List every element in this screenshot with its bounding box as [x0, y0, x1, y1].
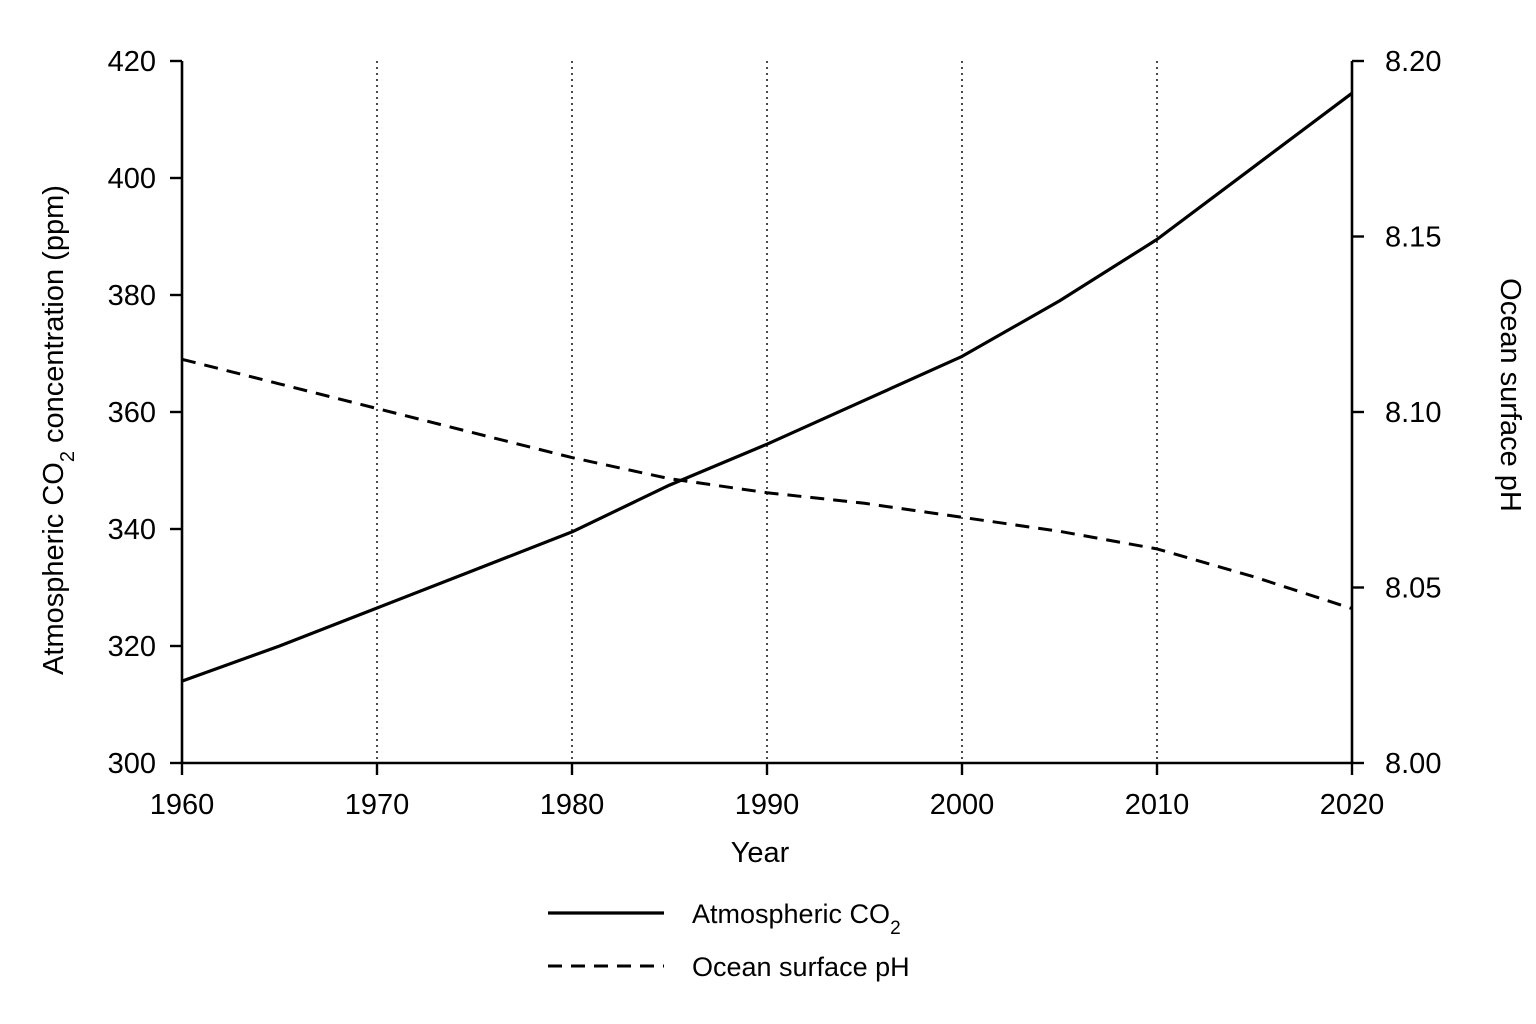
- y-left-tick-label: 320: [108, 631, 156, 663]
- x-tick-label: 2000: [930, 789, 995, 821]
- y-right-tick-label: 8.15: [1385, 222, 1441, 254]
- y-left-tick-label: 380: [108, 280, 156, 312]
- x-axis-title: Year: [731, 837, 790, 869]
- x-tick-label: 2010: [1125, 789, 1190, 821]
- y-right-tick-label: 8.10: [1385, 397, 1441, 429]
- legend-label-co2: Atmospheric CO2: [692, 899, 901, 939]
- y-left-tick-label: 420: [108, 46, 156, 78]
- legend: Atmospheric CO2 Ocean surface pH: [548, 899, 910, 982]
- series-line-ph: [181, 357, 1353, 611]
- legend-label-ph: Ocean surface pH: [692, 952, 910, 982]
- y-right-tick-label: 8.00: [1385, 748, 1441, 780]
- y-left-tick-label: 400: [108, 163, 156, 195]
- axes: [170, 59, 1364, 775]
- y-right-tick-label: 8.20: [1385, 46, 1441, 78]
- x-tick-label: 2020: [1320, 789, 1385, 821]
- y-left-tick-label: 300: [108, 748, 156, 780]
- y-left-tick-label: 340: [108, 514, 156, 546]
- series-line-co2: [181, 91, 1353, 683]
- grid-lines: [376, 61, 1158, 763]
- x-tick-label: 1960: [150, 789, 215, 821]
- tick-labels: 1960 1970 1980 1990 2000 2010 2020 300 320 340 360…: [108, 46, 1442, 821]
- x-tick-label: 1980: [540, 789, 605, 821]
- series-lines: [181, 91, 1353, 683]
- y-right-tick-label: 8.05: [1385, 573, 1441, 605]
- x-tick-label: 1970: [345, 789, 410, 821]
- y-left-tick-label: 360: [108, 397, 156, 429]
- y-axis-left-title: Atmospheric CO2 concentration (ppm): [38, 185, 79, 675]
- x-tick-label: 1990: [735, 789, 800, 821]
- y-axis-right-title: Ocean surface pH: [1494, 278, 1526, 512]
